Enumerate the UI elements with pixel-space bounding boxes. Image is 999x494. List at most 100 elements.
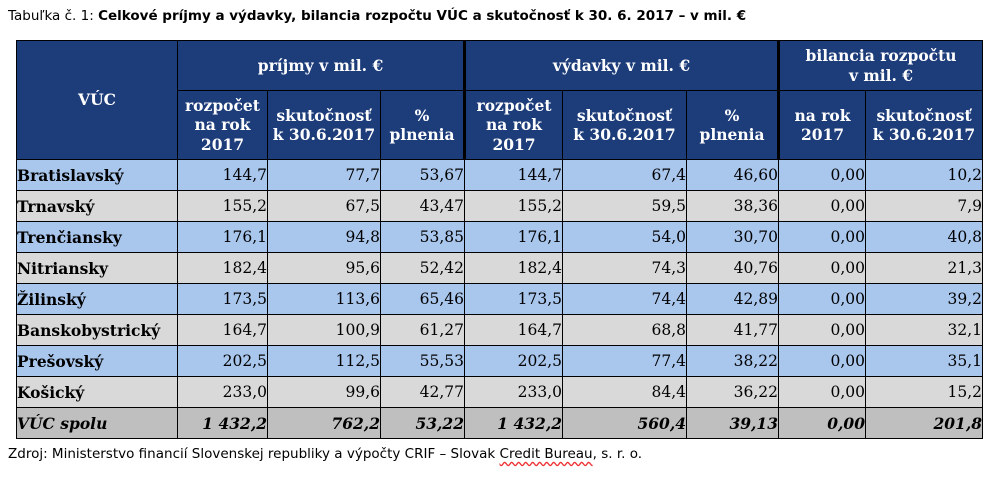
- cell-value: 762,2: [267, 407, 381, 439]
- cell-value: 176,1: [464, 221, 564, 253]
- header-vuc: VÚC: [16, 40, 178, 160]
- header-prijmy-plnenia: % plnenia: [379, 90, 466, 160]
- cell-value: 0,00: [778, 376, 867, 408]
- header-prijmy-rozpocet: rozpočet na rok 2017: [177, 90, 268, 160]
- cell-value: 113,6: [267, 283, 381, 315]
- header-prijmy: príjmy v mil. €: [176, 40, 466, 91]
- header-text: plnenia: [389, 125, 455, 144]
- budget-table: VÚC príjmy v mil. € výdavky v mil. € bil…: [16, 40, 984, 439]
- cell-value: 38,36: [686, 190, 780, 222]
- header-text: na rok: [194, 115, 251, 135]
- cell-value: 35,1: [865, 345, 984, 377]
- header-text: k 30.6.2017: [573, 125, 676, 144]
- cell-value: 74,3: [562, 252, 688, 284]
- table-row: Žilinský 173,5 113,6 65,46 173,5 74,4 42…: [16, 283, 984, 315]
- cell-value: 40,76: [686, 252, 780, 284]
- cell-value: 10,2: [865, 159, 984, 191]
- cell-value: 7,9: [865, 190, 984, 222]
- cell-value: 201,8: [865, 407, 984, 439]
- table-row: Trnavský 155,2 67,5 43,47 155,2 59,5 38,…: [16, 190, 984, 222]
- cell-value: 155,2: [464, 190, 564, 222]
- cell-value: 53,67: [379, 159, 466, 191]
- header-text: rozpočet: [476, 95, 552, 115]
- header-vydavky: výdavky v mil. €: [463, 40, 780, 91]
- cell-value: 43,47: [379, 190, 466, 222]
- cell-value: 84,4: [562, 376, 688, 408]
- cell-value: 67,5: [267, 190, 381, 222]
- region-name: Prešovský: [16, 345, 178, 377]
- region-name: Košický: [16, 376, 178, 408]
- header-text: k 30.6.2017: [872, 125, 976, 144]
- cell-value: 0,00: [778, 345, 867, 377]
- cell-value: 39,13: [686, 407, 780, 439]
- table-caption: Tabuľka č. 1: Celkové príjmy a výdavky, …: [8, 8, 746, 24]
- table-row: Prešovský 202,5 112,5 55,53 202,5 77,4 3…: [16, 345, 984, 377]
- cell-value: 38,22: [686, 345, 780, 377]
- cell-value: 176,1: [177, 221, 268, 253]
- cell-value: 55,53: [379, 345, 466, 377]
- cell-value: 39,2: [865, 283, 984, 315]
- cell-value: 1 432,2: [177, 407, 268, 439]
- header-bilancia-line1: bilancia rozpočtu: [805, 46, 957, 66]
- header-text: skutočnosť: [576, 105, 673, 125]
- cell-value: 0,00: [778, 159, 867, 191]
- cell-value: 1 432,2: [464, 407, 564, 439]
- cell-value: 164,7: [177, 314, 268, 346]
- cell-value: 233,0: [464, 376, 564, 408]
- cell-value: 53,85: [379, 221, 466, 253]
- cell-value: 46,60: [686, 159, 780, 191]
- cell-value: 0,00: [778, 283, 867, 315]
- cell-value: 99,6: [267, 376, 381, 408]
- header-text: %: [414, 105, 430, 125]
- cell-value: 0,00: [778, 252, 867, 284]
- cell-value: 42,89: [686, 283, 780, 315]
- header-bilancia: bilancia rozpočtu v mil. €: [777, 40, 984, 91]
- cell-value: 144,7: [177, 159, 268, 191]
- cell-value: 164,7: [464, 314, 564, 346]
- cell-value: 0,00: [778, 407, 867, 439]
- cell-value: 94,8: [267, 221, 381, 253]
- header-text: skutočnosť: [276, 105, 372, 125]
- cell-value: 74,4: [562, 283, 688, 315]
- header-text: na rok: [486, 115, 542, 135]
- table-row: Trenčiansky 176,1 94,8 53,85 176,1 54,0 …: [16, 221, 984, 253]
- cell-value: 52,42: [379, 252, 466, 284]
- cell-value: 41,77: [686, 314, 780, 346]
- cell-value: 21,3: [865, 252, 984, 284]
- header-text: 2017: [492, 134, 536, 154]
- region-name: Nitriansky: [16, 252, 178, 284]
- cell-value: 15,2: [865, 376, 984, 408]
- header-text: 2017: [200, 134, 245, 154]
- region-name: Žilinský: [16, 283, 178, 315]
- cell-value: 202,5: [464, 345, 564, 377]
- header-text: na rok: [794, 105, 851, 125]
- cell-value: 77,7: [267, 159, 381, 191]
- cell-value: 30,70: [686, 221, 780, 253]
- header-vydavky-plnenia: % plnenia: [686, 90, 780, 160]
- header-text: k 30.6.2017: [272, 125, 376, 144]
- cell-value: 32,1: [865, 314, 984, 346]
- header-text: plnenia: [699, 125, 765, 144]
- cell-value: 36,22: [686, 376, 780, 408]
- cell-value: 54,0: [562, 221, 688, 253]
- header-vydavky-rozpocet: rozpočet na rok 2017: [463, 90, 564, 160]
- table-row: Nitriansky 182,4 95,6 52,42 182,4 74,3 4…: [16, 252, 984, 284]
- cell-value: 59,5: [562, 190, 688, 222]
- cell-value: 42,77: [379, 376, 466, 408]
- source-note: Zdroj: Ministerstvo financií Slovenskej …: [8, 446, 642, 462]
- source-suffix: , s. r. o.: [592, 446, 643, 462]
- caption-title: Celkové príjmy a výdavky, bilancia rozpo…: [98, 8, 747, 24]
- cell-value: 100,9: [267, 314, 381, 346]
- cell-value: 560,4: [562, 407, 688, 439]
- total-row: VÚC spolu 1 432,2 762,2 53,22 1 432,2 56…: [16, 407, 984, 439]
- region-name: Bratislavský: [16, 159, 178, 191]
- total-label: VÚC spolu: [16, 407, 178, 439]
- cell-value: 112,5: [267, 345, 381, 377]
- cell-value: 65,46: [379, 283, 466, 315]
- cell-value: 95,6: [267, 252, 381, 284]
- cell-value: 0,00: [778, 190, 867, 222]
- table-row: Bratislavský 144,7 77,7 53,67 144,7 67,4…: [16, 159, 984, 191]
- header-text: %: [724, 105, 740, 125]
- header-text: skutočnosť: [876, 105, 972, 125]
- cell-value: 0,00: [778, 221, 867, 253]
